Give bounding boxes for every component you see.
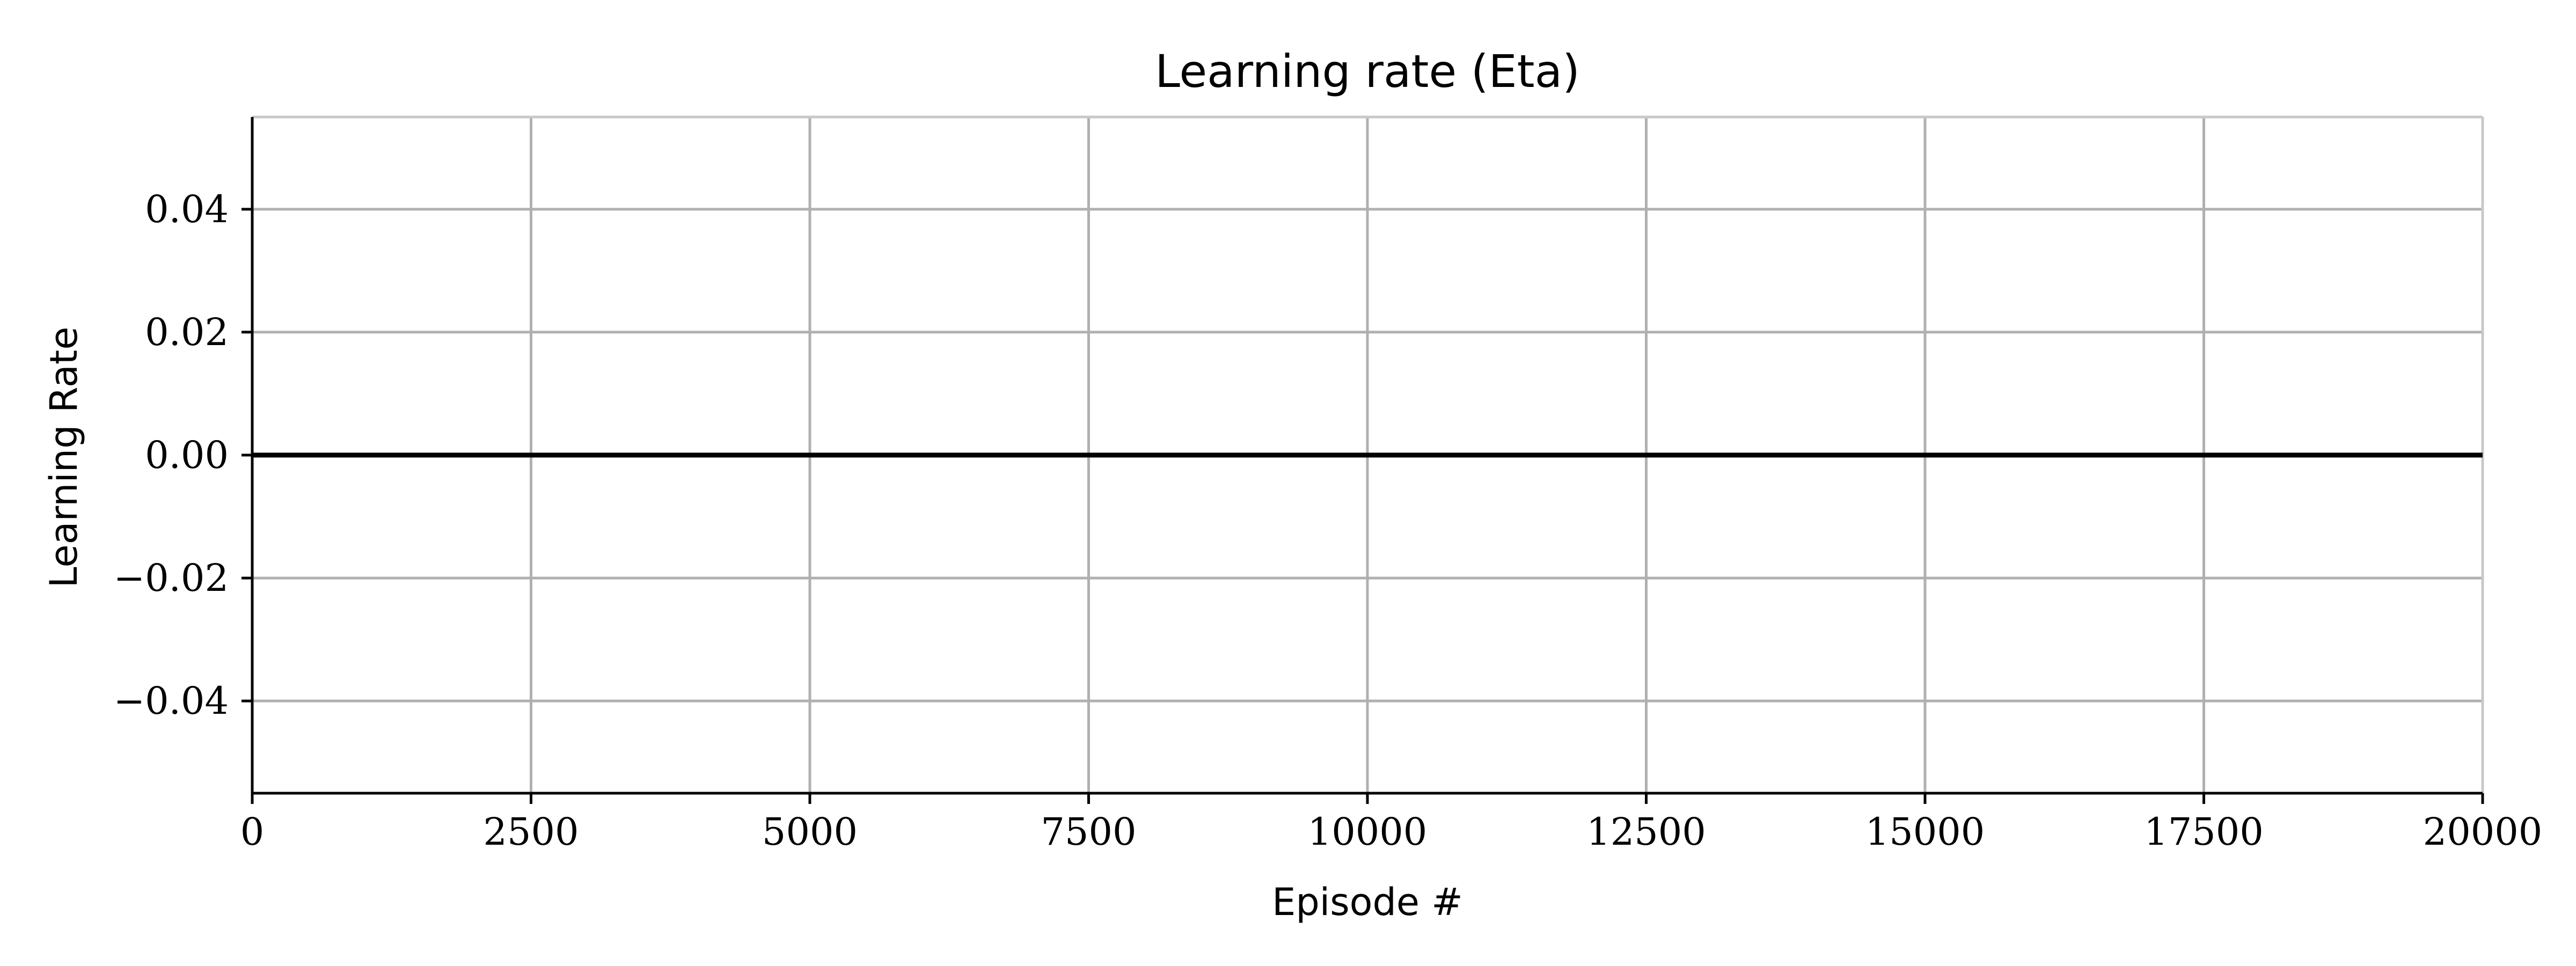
chart-title: Learning rate (Eta) — [1155, 45, 1580, 98]
x-tick-label-3: 7500 — [1041, 810, 1136, 854]
x-tick-label-7: 17500 — [2144, 810, 2264, 854]
x-tick-label-8: 20000 — [2423, 810, 2543, 854]
x-tick-label-6: 15000 — [1865, 810, 1985, 854]
x-tick-label-0: 0 — [240, 810, 265, 854]
x-tick-label-2: 5000 — [762, 810, 858, 854]
y-axis-label: Learning Rate — [42, 327, 86, 588]
x-axis-label: Episode # — [1272, 880, 1463, 924]
tick-labels: 0 2500 5000 7500 10000 12500 15000 17500 20000 −0… — [113, 187, 2542, 854]
x-tick-label-4: 10000 — [1308, 810, 1428, 854]
x-tick-label-1: 2500 — [483, 810, 579, 854]
y-tick-label-4: 0.04 — [145, 187, 229, 231]
y-tick-label-0: −0.04 — [113, 679, 229, 723]
x-tick-label-5: 12500 — [1586, 810, 1706, 854]
y-tick-label-2: 0.00 — [145, 433, 229, 477]
y-tick-label-3: 0.02 — [145, 310, 229, 354]
y-tick-label-1: −0.02 — [113, 556, 229, 600]
